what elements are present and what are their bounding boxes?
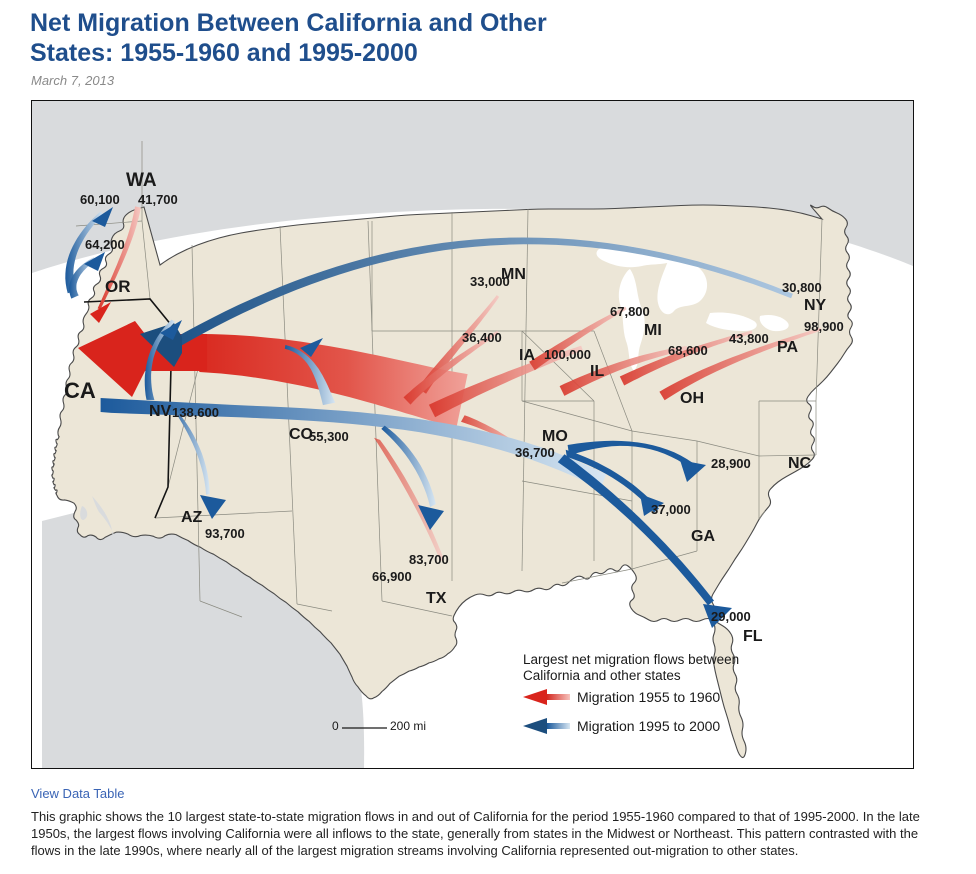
svg-text:AZ: AZ: [181, 509, 203, 526]
svg-text:OH: OH: [680, 390, 704, 407]
svg-text:68,600: 68,600: [668, 343, 708, 358]
svg-text:98,900: 98,900: [804, 319, 844, 334]
svg-text:MI: MI: [644, 322, 662, 339]
svg-text:MO: MO: [542, 428, 568, 445]
svg-text:GA: GA: [691, 528, 715, 545]
svg-text:29,000: 29,000: [711, 609, 751, 624]
svg-text:93,700: 93,700: [205, 526, 245, 541]
svg-text:83,700: 83,700: [409, 552, 449, 567]
svg-text:California and other states: California and other states: [523, 668, 681, 683]
svg-text:NY: NY: [804, 297, 827, 314]
svg-text:36,700: 36,700: [515, 445, 555, 460]
svg-text:33,000: 33,000: [470, 274, 510, 289]
svg-text:Migration 1995 to 2000: Migration 1995 to 2000: [577, 718, 720, 734]
svg-text:PA: PA: [777, 339, 798, 356]
svg-text:67,800: 67,800: [610, 304, 650, 319]
svg-text:0: 0: [332, 719, 339, 733]
svg-text:138,600: 138,600: [172, 405, 219, 420]
svg-text:CA: CA: [64, 378, 96, 403]
svg-text:100,000: 100,000: [544, 347, 591, 362]
svg-text:OR: OR: [105, 277, 131, 296]
svg-text:30,800: 30,800: [782, 280, 822, 295]
svg-text:200 mi: 200 mi: [390, 719, 426, 733]
svg-text:IL: IL: [590, 363, 604, 380]
svg-text:37,000: 37,000: [651, 502, 691, 517]
svg-text:36,400: 36,400: [462, 330, 502, 345]
svg-text:43,800: 43,800: [729, 331, 769, 346]
svg-text:64,200: 64,200: [85, 237, 125, 252]
svg-text:Migration 1955 to 1960: Migration 1955 to 1960: [577, 689, 720, 705]
svg-text:NC: NC: [788, 455, 812, 472]
svg-text:66,900: 66,900: [372, 569, 412, 584]
svg-text:WA: WA: [126, 170, 157, 191]
svg-text:60,100: 60,100: [80, 192, 120, 207]
svg-text:IA: IA: [519, 347, 535, 364]
svg-text:FL: FL: [743, 628, 763, 645]
svg-text:28,900: 28,900: [711, 456, 751, 471]
svg-text:Largest net migration flows be: Largest net migration flows between: [523, 652, 739, 667]
svg-text:TX: TX: [426, 590, 447, 607]
svg-text:55,300: 55,300: [309, 429, 349, 444]
svg-text:41,700: 41,700: [138, 192, 178, 207]
svg-text:NV: NV: [149, 403, 172, 420]
